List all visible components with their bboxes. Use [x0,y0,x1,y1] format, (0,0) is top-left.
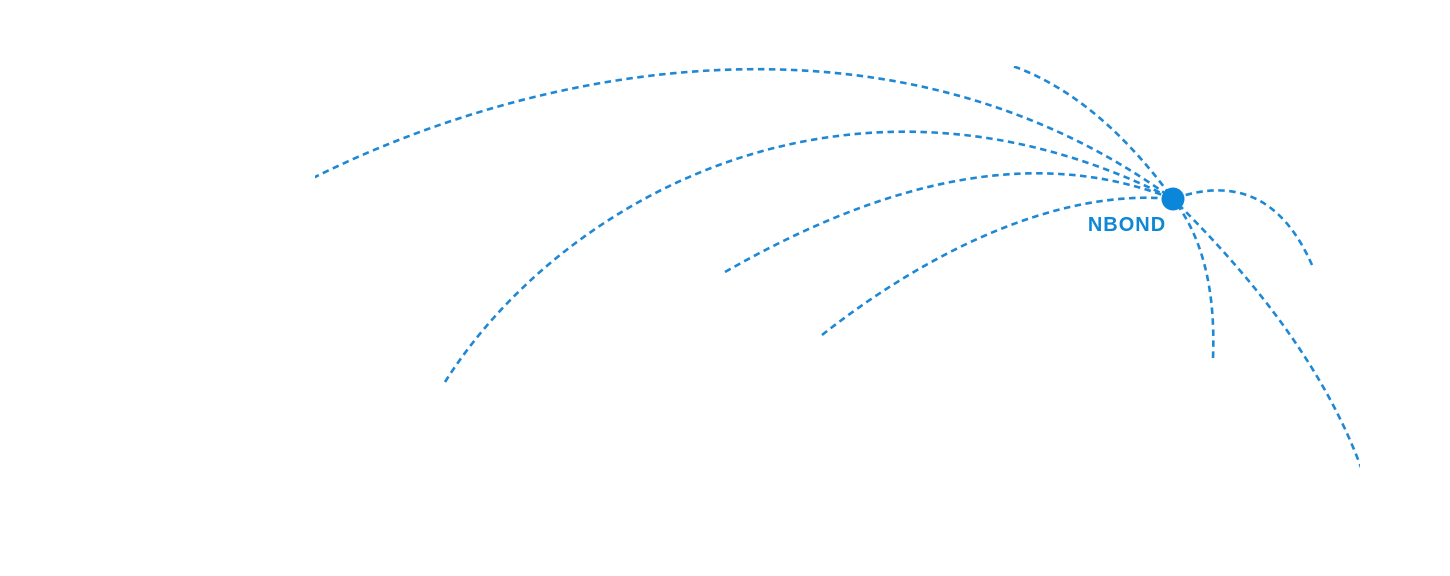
graph-node-nbond[interactable] [1161,187,1185,211]
graph-node-label[interactable]: NBOND [1085,211,1168,239]
graph-edge-southwest-long [443,130,1174,383]
node-layer: NBOND [1085,187,1185,239]
graph-edge-southeast-corner [1172,198,1360,468]
graph-edge-south-vertical [1171,198,1215,359]
graph-edge-north-clipped-top [1008,66,1175,200]
graph-edge-west-clipped-left [315,67,1174,201]
graph-edge-west-low [821,196,1174,337]
graph-edge-east-arc [1172,189,1314,266]
graph-edge-west-mid [724,172,1174,274]
edges-layer [315,66,1360,468]
